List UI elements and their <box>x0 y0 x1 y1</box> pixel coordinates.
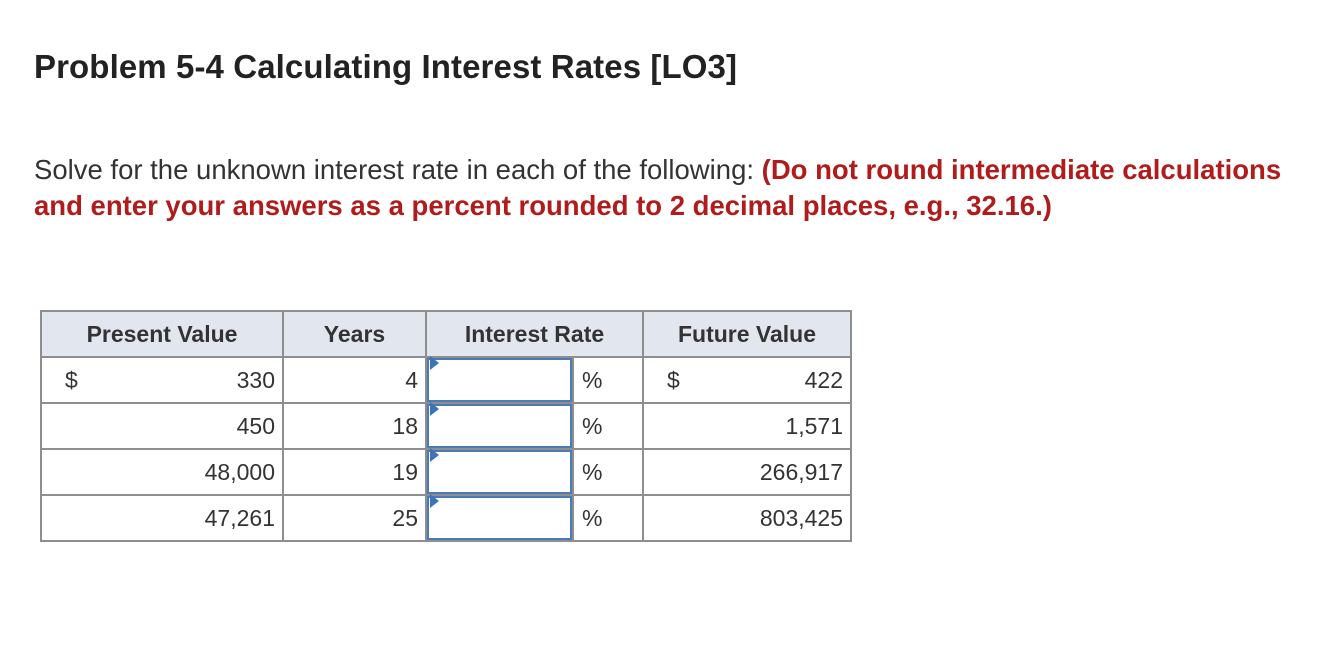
header-interest-rate: Interest Rate <box>425 310 644 358</box>
percent-sign: % <box>572 358 642 402</box>
problem-title: Problem 5-4 Calculating Interest Rates [… <box>34 48 738 85</box>
future-value-cell: $422 <box>642 356 852 404</box>
present-value-cell: 47,261 <box>40 494 284 542</box>
interest-rate-input[interactable] <box>429 452 570 492</box>
future-value-cell: 1,571 <box>642 402 852 450</box>
present-value: 47,261 <box>204 504 275 531</box>
table-row: 450 18 % 1,571 <box>40 402 852 450</box>
interest-rate-input[interactable] <box>429 406 570 446</box>
future-value: 803,425 <box>759 504 843 531</box>
present-value-cell: $330 <box>40 356 284 404</box>
header-years: Years <box>282 310 427 358</box>
interest-rate-cell: % <box>425 402 644 450</box>
present-value: 450 <box>236 412 275 439</box>
future-value: 422 <box>804 366 843 393</box>
input-flag-icon <box>430 494 439 508</box>
interest-rate-field[interactable] <box>427 448 572 494</box>
table-row: $330 4 % $422 <box>40 356 852 404</box>
table-row: 47,261 25 % 803,425 <box>40 494 852 542</box>
years-value: 4 <box>405 366 418 393</box>
years-value: 19 <box>392 458 418 485</box>
input-flag-icon <box>430 448 439 462</box>
present-value: 48,000 <box>204 458 275 485</box>
table-row: 48,000 19 % 266,917 <box>40 448 852 496</box>
instruction-text: Solve for the unknown interest rate in e… <box>34 154 762 185</box>
years-value: 25 <box>392 504 418 531</box>
present-value: 330 <box>236 366 275 393</box>
instruction-note: (Do not round intermediate calculations … <box>34 154 1282 221</box>
interest-rate-field[interactable] <box>427 356 572 402</box>
interest-rate-field[interactable] <box>427 494 572 540</box>
years-cell: 25 <box>282 494 427 542</box>
future-value-cell: 803,425 <box>642 494 852 542</box>
future-value: 1,571 <box>785 412 843 439</box>
interest-rate-field[interactable] <box>427 402 572 448</box>
currency-symbol: $ <box>65 366 78 393</box>
currency-symbol: $ <box>667 366 680 393</box>
interest-rate-cell: % <box>425 356 644 404</box>
instructions: Solve for the unknown interest rate in e… <box>34 152 1294 224</box>
table-header-row: Present Value Years Interest Rate Future… <box>40 310 852 358</box>
years-value: 18 <box>392 412 418 439</box>
percent-sign: % <box>572 496 642 540</box>
years-cell: 18 <box>282 402 427 450</box>
percent-sign: % <box>572 404 642 448</box>
header-present-value: Present Value <box>40 310 284 358</box>
percent-sign: % <box>572 450 642 494</box>
interest-rate-cell: % <box>425 494 644 542</box>
interest-rate-input[interactable] <box>429 498 570 538</box>
present-value-cell: 450 <box>40 402 284 450</box>
input-flag-icon <box>430 402 439 416</box>
header-future-value: Future Value <box>642 310 852 358</box>
future-value: 266,917 <box>759 458 843 485</box>
years-cell: 19 <box>282 448 427 496</box>
future-value-cell: 266,917 <box>642 448 852 496</box>
years-cell: 4 <box>282 356 427 404</box>
interest-rate-input[interactable] <box>429 360 570 400</box>
present-value-cell: 48,000 <box>40 448 284 496</box>
interest-rate-cell: % <box>425 448 644 496</box>
input-flag-icon <box>430 356 439 370</box>
interest-rate-table: Present Value Years Interest Rate Future… <box>40 310 852 542</box>
